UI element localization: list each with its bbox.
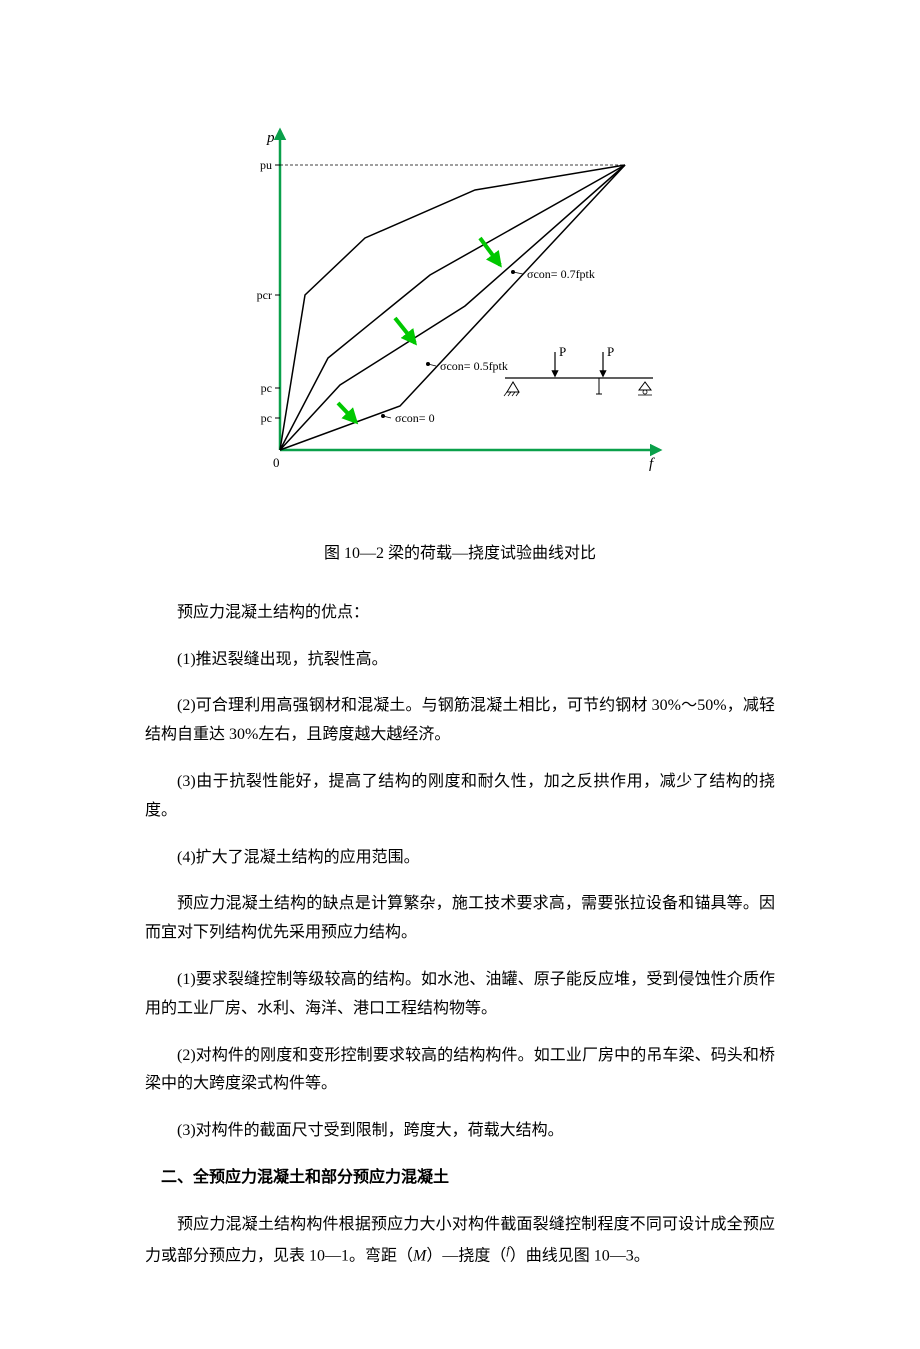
svg-text:pu: pu [260, 158, 272, 172]
svg-text:f: f [649, 456, 655, 472]
svg-text:σcon= 0.5fptk: σcon= 0.5fptk [440, 359, 508, 373]
usecase-3: (3)对构件的截面尺寸受到限制，跨度大，荷载大结构。 [145, 1117, 775, 1146]
last-part-c: ）曲线见图 10—3。 [510, 1247, 650, 1264]
svg-text:0: 0 [273, 455, 280, 470]
advantage-1: (1)推迟裂缝出现，抗裂性高。 [145, 646, 775, 675]
advantage-4: (4)扩大了混凝土结构的应用范围。 [145, 844, 775, 873]
svg-text:pc: pc [261, 381, 272, 395]
svg-text:σcon= 0.7fptk: σcon= 0.7fptk [527, 267, 595, 281]
disadvantages: 预应力混凝土结构的缺点是计算繁杂，施工技术要求高，需要张拉设备和锚具等。因而宜对… [145, 890, 775, 948]
usecase-1: (1)要求裂缝控制等级较高的结构。如水池、油罐、原子能反应堆，受到侵蚀性介质作用… [145, 966, 775, 1024]
section-heading-2: 二、全预应力混凝土和部分预应力混凝土 [145, 1164, 775, 1193]
figure-caption: 图 10—2 梁的荷载—挠度试验曲线对比 [145, 540, 775, 569]
svg-text:pc: pc [261, 411, 272, 425]
advantages-intro: 预应力混凝土结构的优点： [145, 599, 775, 628]
svg-text:pcr: pcr [257, 288, 272, 302]
svg-text:p: p [266, 130, 275, 146]
figure-container: p f 0 pu pcr pc pc σcon= 0.7fptk σcon= 0.5fptk σc… [145, 120, 775, 480]
svg-text:P: P [607, 344, 614, 359]
last-part-b: ）—挠度（ [426, 1247, 506, 1264]
svg-text:P: P [559, 344, 566, 359]
load-deflection-figure: p f 0 pu pcr pc pc σcon= 0.7fptk σcon= 0.5fptk σc… [245, 120, 675, 480]
last-paragraph: 预应力混凝土结构构件根据预应力大小对构件截面裂缝控制程度不同可设计成全预应力或部… [145, 1211, 775, 1271]
var-M: M [413, 1247, 426, 1264]
advantage-2: (2)可合理利用高强钢材和混凝土。与钢筋混凝土相比，可节约钢材 30%～50%，… [145, 692, 775, 750]
usecase-2: (2)对构件的刚度和变形控制要求较高的结构构件。如工业厂房中的吊车梁、码头和桥梁… [145, 1042, 775, 1100]
advantage-3: (3)由于抗裂性能好，提高了结构的刚度和耐久性，加之反拱作用，减少了结构的挠度。 [145, 768, 775, 826]
svg-text:σcon= 0: σcon= 0 [395, 411, 435, 425]
